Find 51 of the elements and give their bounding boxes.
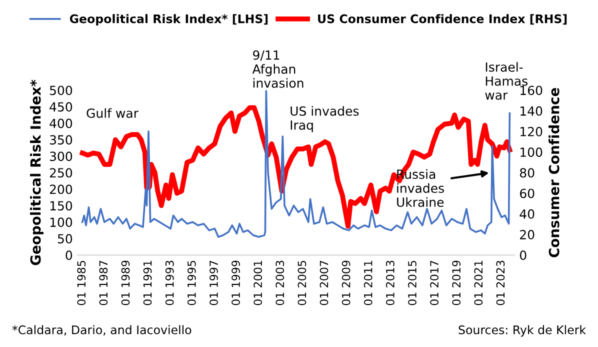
y-tick-label: 500 <box>50 86 72 96</box>
annotation: US invades Iraq <box>290 106 359 132</box>
y-tick-label: 250 <box>50 168 72 178</box>
x-tick-label: 01 2003 <box>276 260 284 306</box>
x-tick-label: 01 1987 <box>99 260 108 306</box>
x-tick-label: 01 2009 <box>342 260 350 306</box>
x-tick-label: 01 2011 <box>364 260 372 306</box>
y-tick-label: 400 <box>50 118 72 128</box>
y2-tick-label: 100 <box>520 148 542 157</box>
annotation: Gulf war <box>86 108 138 118</box>
y2-tick-label: 60 <box>520 188 534 198</box>
y-axis-title: Geopolitical Risk Index* <box>30 80 44 266</box>
x-tick-label: 01 2007 <box>320 260 328 306</box>
y-tick-label: 50 <box>58 234 72 244</box>
line-series <box>81 90 511 238</box>
text: *Caldara, Dario, and Iacoviello <box>12 325 192 336</box>
x-tick-label: 01 1989 <box>121 260 130 306</box>
y-tick-label: 150 <box>50 201 72 211</box>
y-tick-label: 100 <box>50 218 72 228</box>
x-tick-label: 01 2023 <box>496 260 505 306</box>
x-tick-label: 01 2001 <box>254 260 262 306</box>
x-tick-label: 01 2021 <box>474 260 483 306</box>
x-tick-label: 01 1999 <box>232 260 240 306</box>
x-tick-label: 01 2019 <box>452 260 461 306</box>
y2-axis-title: Consumer Confidence <box>548 88 560 258</box>
y2-tick-label: 80 <box>520 168 534 178</box>
y-tick-label: 200 <box>50 184 72 194</box>
y2-tick-label: 160 <box>520 86 542 96</box>
legend-label: Geopolitical Risk Index* [LHS] <box>70 14 268 26</box>
y-tick-label: 450 <box>50 102 72 112</box>
annotation: 9/11 Afghan invasion <box>252 50 304 88</box>
y-tick-label: 0 <box>66 250 72 260</box>
y-tick-label: 350 <box>50 135 72 145</box>
legend-label: US Consumer Confidence Index [RHS] <box>318 14 567 25</box>
y-tick-label: 300 <box>50 152 72 162</box>
y2-tick-label: 120 <box>520 126 542 136</box>
x-tick-label: 01 1993 <box>165 260 174 306</box>
line-series <box>80 105 512 229</box>
y2-tick-label: 140 <box>520 106 542 116</box>
x-tick-label: 01 1985 <box>77 260 86 306</box>
source-note: Sources: Ryk de Klerk <box>458 325 586 337</box>
x-tick-label: 01 1997 <box>210 260 218 306</box>
x-tick-label: 01 2013 <box>386 260 394 306</box>
y2-tick-label: 40 <box>520 209 534 219</box>
x-tick-label: 01 2005 <box>298 260 306 306</box>
x-tick-label: 01 1991 <box>143 260 152 306</box>
y2-tick-label: 0 <box>520 250 526 260</box>
x-tick-label: 01 1995 <box>187 260 196 306</box>
x-tick-label: 01 2017 <box>430 260 439 306</box>
y2-tick-label: 20 <box>520 230 534 240</box>
x-tick-label: 01 2015 <box>408 260 416 306</box>
